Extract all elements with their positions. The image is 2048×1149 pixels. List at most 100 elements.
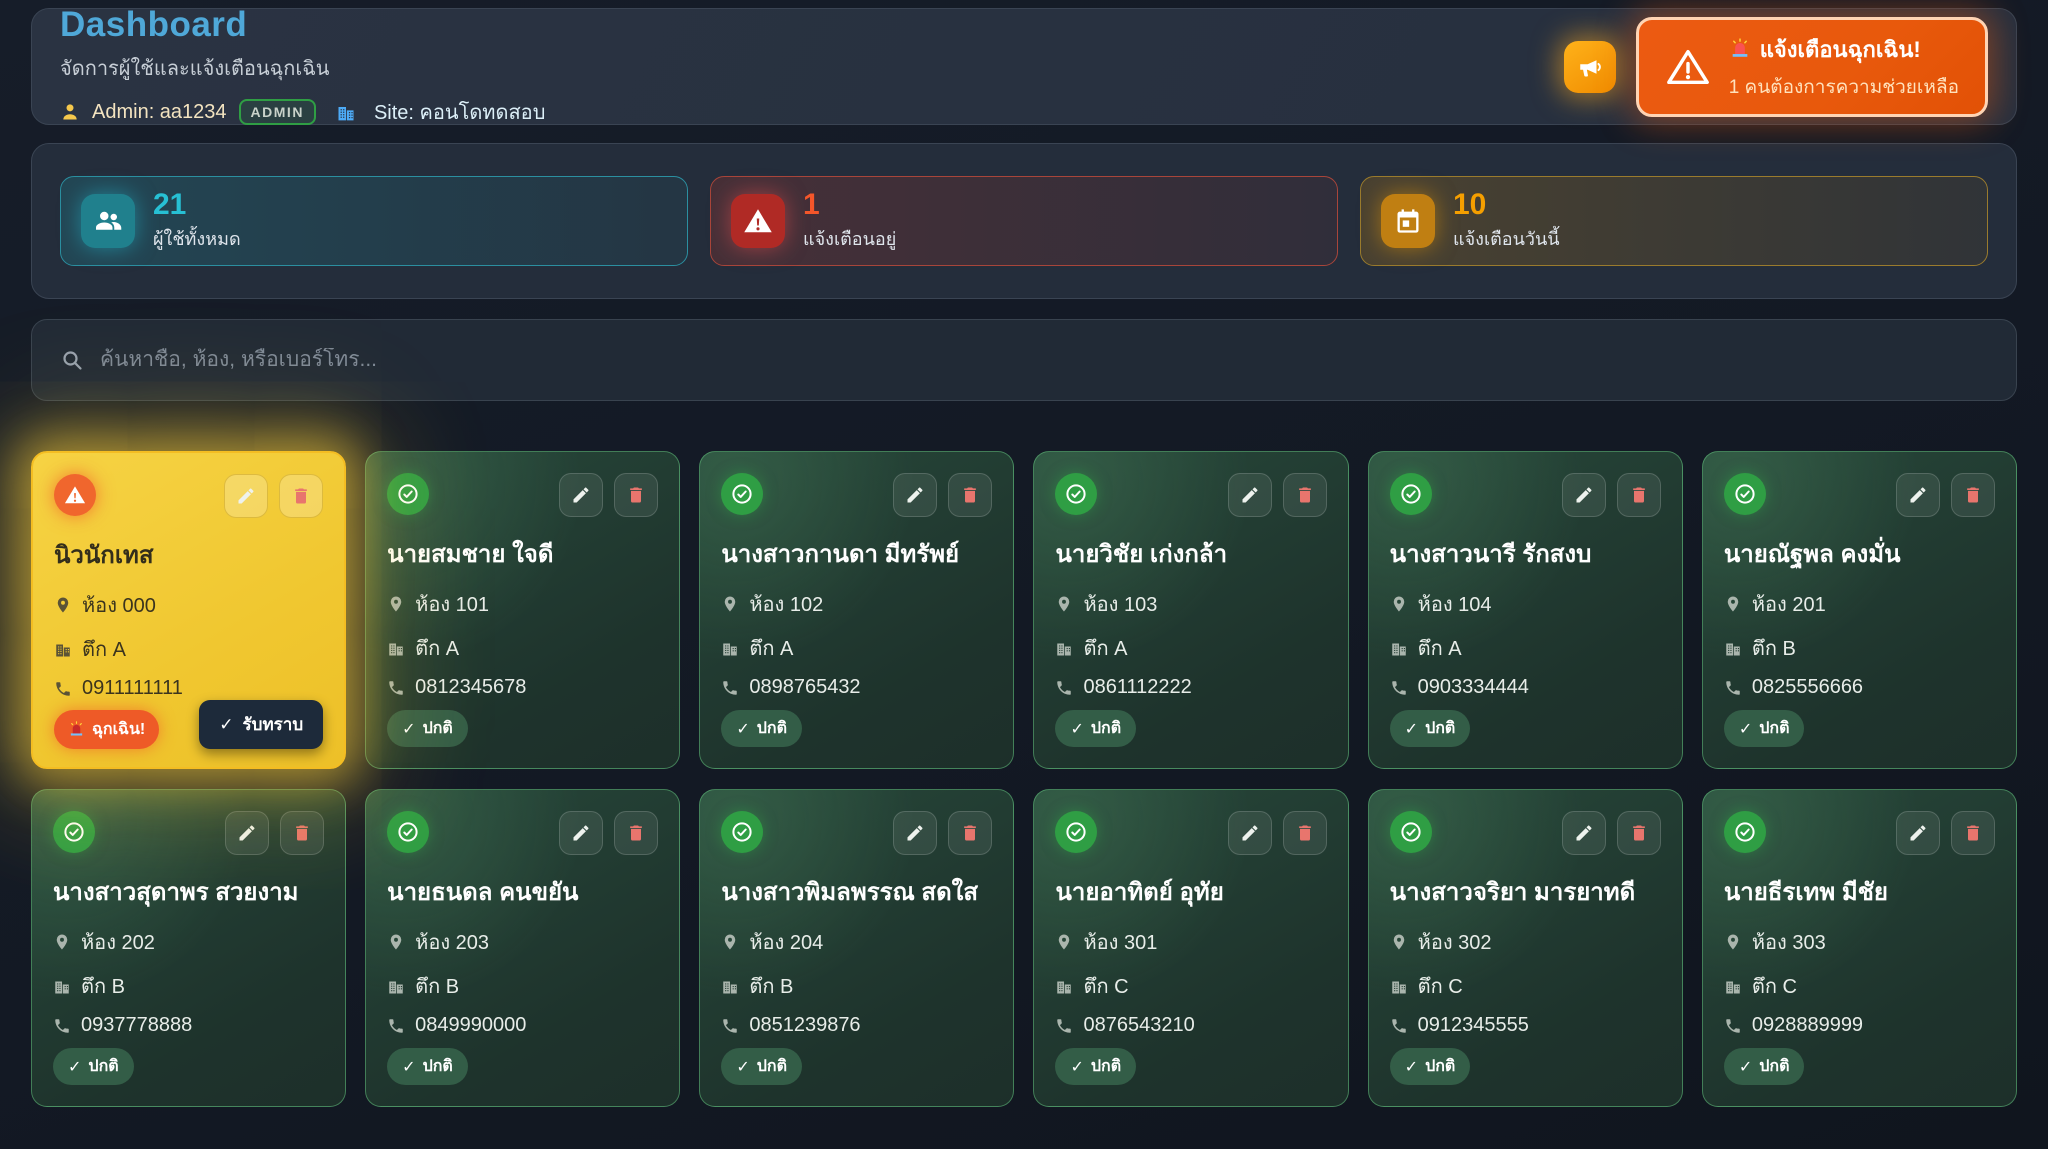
- card-details: ห้อง 104 ตึก A 0903334444: [1390, 588, 1661, 699]
- check-circle-icon: [387, 811, 430, 853]
- phone-icon: [1055, 679, 1073, 697]
- pin-icon: [1390, 595, 1408, 613]
- edit-button[interactable]: [1227, 473, 1272, 517]
- building-row: ตึก B: [721, 970, 992, 1002]
- card-footer: ✓ ปกติ: [1055, 1048, 1326, 1085]
- user-name: นายณัฐพล คงมั่น: [1723, 541, 1901, 568]
- user-card: นายสมชาย ใจดี ห้อง 101 ตึก A 0812345678: [365, 451, 681, 769]
- emergency-banner[interactable]: แจ้งเตือนฉุกเฉิน! 1 คนต้องการความช่วยเหล…: [1635, 16, 1988, 117]
- header-panel: Dashboard จัดการผู้ใช้และแจ้งเตือนฉุกเฉิ…: [31, 5, 2017, 128]
- edit-button[interactable]: [559, 473, 604, 517]
- user-card: นายวิชัย เก่งกล้า ห้อง 103 ตึก A 0861112…: [1033, 451, 1349, 769]
- edit-button[interactable]: [1895, 811, 1940, 855]
- user-card: นางสาวนารี รักสงบ ห้อง 104 ตึก A 0903334…: [1367, 451, 1683, 769]
- trash-icon: [1295, 823, 1315, 843]
- card-footer: ✓ ปกติ: [1055, 710, 1326, 747]
- user-name: นายวิชัย เก่งกล้า: [1055, 541, 1228, 568]
- phone-row: 0825556666: [1724, 676, 1995, 699]
- pin-icon: [53, 933, 71, 951]
- trash-icon: [960, 485, 980, 505]
- status-badge: ✓ ปกติ: [1389, 710, 1471, 747]
- status-badge: ✓ ปกติ: [1389, 1048, 1471, 1085]
- pin-icon: [721, 933, 739, 951]
- edit-button[interactable]: [1895, 473, 1940, 517]
- building-row: ตึก C: [1055, 970, 1326, 1002]
- room-row: ห้อง 201: [1724, 588, 1995, 620]
- stat-value: 10: [1453, 187, 1487, 221]
- header-right: แจ้งเตือนฉุกเฉิน! 1 คนต้องการความช่วยเหล…: [1563, 16, 1988, 117]
- edit-button[interactable]: [1227, 811, 1272, 855]
- card-actions: [1895, 473, 1995, 517]
- status-badge: ✓ ปกติ: [1723, 710, 1805, 747]
- delete-button[interactable]: [948, 811, 993, 855]
- check-circle-icon: [721, 811, 764, 853]
- phone-icon: [1055, 1017, 1073, 1035]
- phone-row: 0876543210: [1055, 1014, 1326, 1037]
- pin-icon: [1055, 933, 1073, 951]
- delete-button[interactable]: [948, 473, 993, 517]
- edit-button[interactable]: [893, 811, 938, 855]
- building-row: ตึก A: [721, 632, 992, 664]
- delete-button[interactable]: [614, 473, 659, 517]
- edit-button[interactable]: [1561, 811, 1606, 855]
- stats-panel: 21 ผู้ใช้ทั้งหมด 1 แจ้งเตือนอยู่ 10 แจ้ง…: [31, 143, 2017, 299]
- phone-row: 0861112222: [1055, 676, 1326, 699]
- building-icon: [1390, 977, 1408, 995]
- building-row: ตึก B: [53, 970, 324, 1002]
- edit-button[interactable]: [225, 811, 270, 855]
- card-footer: ✓ ปกติ: [1389, 710, 1661, 747]
- card-footer: ✓ ปกติ: [387, 1048, 658, 1085]
- stat-card-alerts-today: 10 แจ้งเตือนวันนี้: [1360, 176, 1988, 266]
- room-row: ห้อง 000: [54, 589, 323, 621]
- pencil-icon: [1908, 485, 1928, 505]
- user-name: นายอาทิตย์ อุทัย: [1055, 879, 1224, 906]
- card-details: ห้อง 201 ตึก B 0825556666: [1724, 588, 1995, 699]
- acknowledge-button[interactable]: ✓ รับทราบ: [199, 700, 324, 749]
- delete-button[interactable]: [279, 474, 324, 518]
- header-left: Dashboard จัดการผู้ใช้และแจ้งเตือนฉุกเฉิ…: [60, 5, 545, 128]
- status-badge: ✓ ปกติ: [387, 710, 468, 747]
- user-card: นิวนักเทส ห้อง 000 ตึก A 0911111111: [31, 451, 347, 769]
- building-row: ตึก A: [1390, 632, 1661, 664]
- delete-button[interactable]: [1282, 811, 1327, 855]
- delete-button[interactable]: [1616, 473, 1661, 517]
- edit-button[interactable]: [1561, 473, 1606, 517]
- edit-button[interactable]: [893, 473, 938, 517]
- building-icon: [53, 977, 71, 995]
- delete-button[interactable]: [280, 811, 325, 855]
- user-name: นางสาวนารี รักสงบ: [1389, 541, 1592, 568]
- phone-icon: [54, 680, 72, 698]
- edit-button[interactable]: [224, 474, 269, 518]
- emergency-badge: ฉุกเฉิน!: [54, 710, 160, 749]
- delete-button[interactable]: [1282, 473, 1327, 517]
- warning-triangle-icon: [1665, 44, 1711, 90]
- building-row: ตึก C: [1724, 970, 1995, 1002]
- search-input[interactable]: [100, 348, 1988, 372]
- pin-icon: [1055, 595, 1073, 613]
- building-icon: [1055, 639, 1073, 657]
- user-card: นายธนดล คนขยัน ห้อง 203 ตึก B 0849990000: [365, 789, 681, 1107]
- card-head: [1723, 811, 1995, 855]
- phone-icon: [1390, 1017, 1408, 1035]
- check-circle-icon: [53, 811, 95, 853]
- user-card: นางสาวพิมลพรรณ สดใส ห้อง 204 ตึก B 08512…: [699, 789, 1015, 1107]
- search-panel: [31, 319, 2017, 401]
- delete-button[interactable]: [1950, 473, 1995, 517]
- delete-button[interactable]: [1950, 811, 1995, 855]
- card-details: ห้อง 101 ตึก A 0812345678: [387, 588, 658, 699]
- pencil-icon: [236, 486, 256, 506]
- announce-button[interactable]: [1563, 40, 1616, 93]
- card-footer: ✓ ปกติ: [721, 710, 992, 747]
- card-head: [721, 473, 993, 517]
- delete-button[interactable]: [614, 811, 659, 855]
- check-icon: ✓: [402, 720, 416, 738]
- siren-icon: [68, 721, 85, 738]
- check-icon: ✓: [736, 1058, 750, 1076]
- edit-button[interactable]: [559, 811, 604, 855]
- card-footer: ✓ ปกติ: [1389, 1048, 1661, 1085]
- delete-button[interactable]: [1616, 811, 1661, 855]
- card-actions: [224, 474, 324, 518]
- banner-title: แจ้งเตือนฉุกเฉิน!: [1729, 32, 1959, 67]
- user-card: นายณัฐพล คงมั่น ห้อง 201 ตึก B 082555666…: [1701, 451, 2017, 769]
- check-icon: ✓: [1404, 720, 1419, 738]
